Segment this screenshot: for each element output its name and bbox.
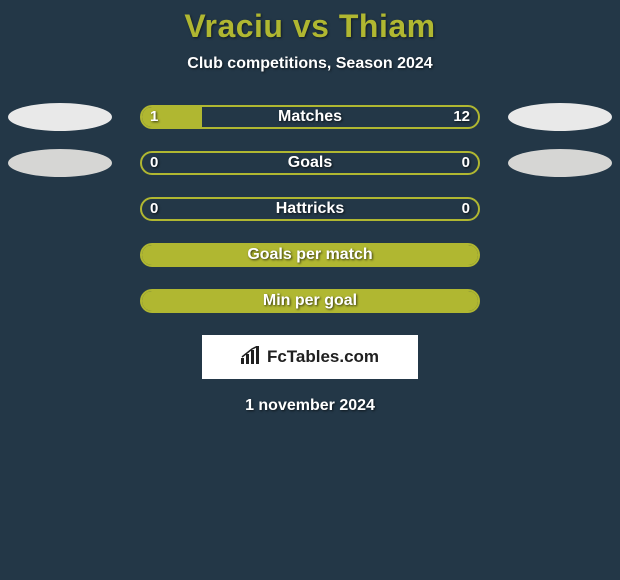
player-oval-left: [8, 103, 112, 131]
stat-rows: Matches112Goals00Hattricks00Goals per ma…: [0, 105, 620, 317]
stat-value-left: 0: [150, 151, 158, 175]
page-title: Vraciu vs Thiam: [0, 8, 620, 45]
date-text: 1 november 2024: [0, 397, 620, 415]
bar-track: [140, 151, 480, 175]
stat-value-right: 12: [453, 105, 470, 129]
stat-row: Matches112: [0, 105, 620, 133]
stat-row: Hattricks00: [0, 197, 620, 225]
bar-fill-left: [142, 245, 478, 265]
player-oval-right: [508, 103, 612, 131]
bar-track: [140, 289, 480, 313]
stat-value-right: 0: [462, 197, 470, 221]
bar-track: [140, 243, 480, 267]
comparison-card: Vraciu vs Thiam Club competitions, Seaso…: [0, 0, 620, 415]
brand-text: FcTables.com: [267, 347, 379, 367]
player-oval-left: [8, 149, 112, 177]
stat-value-left: 1: [150, 105, 158, 129]
bar-track: [140, 197, 480, 221]
stat-value-left: 0: [150, 197, 158, 221]
brand-box[interactable]: FcTables.com: [202, 335, 418, 379]
stat-value-right: 0: [462, 151, 470, 175]
bar-track: [140, 105, 480, 129]
bar-fill-left: [142, 291, 478, 311]
chart-icon: [241, 346, 263, 369]
stat-row: Min per goal: [0, 289, 620, 317]
stat-row: Goals per match: [0, 243, 620, 271]
page-subtitle: Club competitions, Season 2024: [0, 55, 620, 73]
stat-row: Goals00: [0, 151, 620, 179]
player-oval-right: [508, 149, 612, 177]
